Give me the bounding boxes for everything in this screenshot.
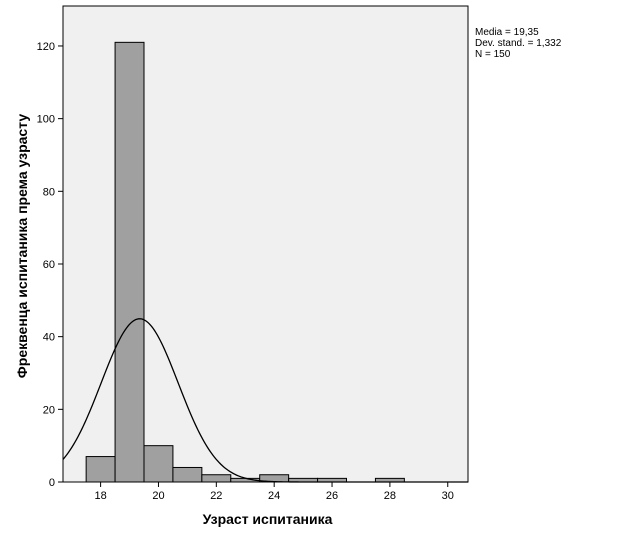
- x-tick-label: 28: [384, 490, 396, 502]
- x-axis-title: Узраст испитаника: [203, 511, 333, 527]
- normal-curve: [62, 318, 468, 483]
- y-tick-label: 120: [37, 41, 55, 53]
- y-tick-label: 0: [49, 477, 55, 489]
- y-tick-label: 40: [43, 332, 55, 344]
- y-tick-label: 20: [43, 404, 55, 416]
- x-tick-label: 18: [94, 490, 106, 502]
- y-axis: 0 20 40 60 80 100 120: [37, 41, 63, 489]
- y-tick-label: 100: [37, 114, 55, 126]
- x-axis: 18 20 22 24 26 28 30: [94, 482, 454, 502]
- stats-line: Dev. stand. = 1,332: [475, 38, 562, 49]
- x-tick-label: 24: [268, 490, 280, 502]
- x-tick-label: 22: [210, 490, 222, 502]
- histogram-bar: [85, 456, 116, 483]
- stats-line: Media = 19,35: [475, 27, 539, 38]
- histogram-bar: [201, 474, 232, 483]
- y-tick-label: 80: [43, 186, 55, 198]
- y-axis-title: Фреквенца испитаника према узрасту: [14, 114, 30, 379]
- y-tick-label: 60: [43, 259, 55, 271]
- x-tick-label: 20: [152, 490, 164, 502]
- histogram-bar: [172, 466, 203, 483]
- x-tick-label: 26: [326, 490, 338, 502]
- histogram-bar: [114, 41, 145, 483]
- x-tick-label: 30: [442, 490, 454, 502]
- histogram-bar: [143, 445, 174, 483]
- stats-line: N = 150: [475, 49, 511, 60]
